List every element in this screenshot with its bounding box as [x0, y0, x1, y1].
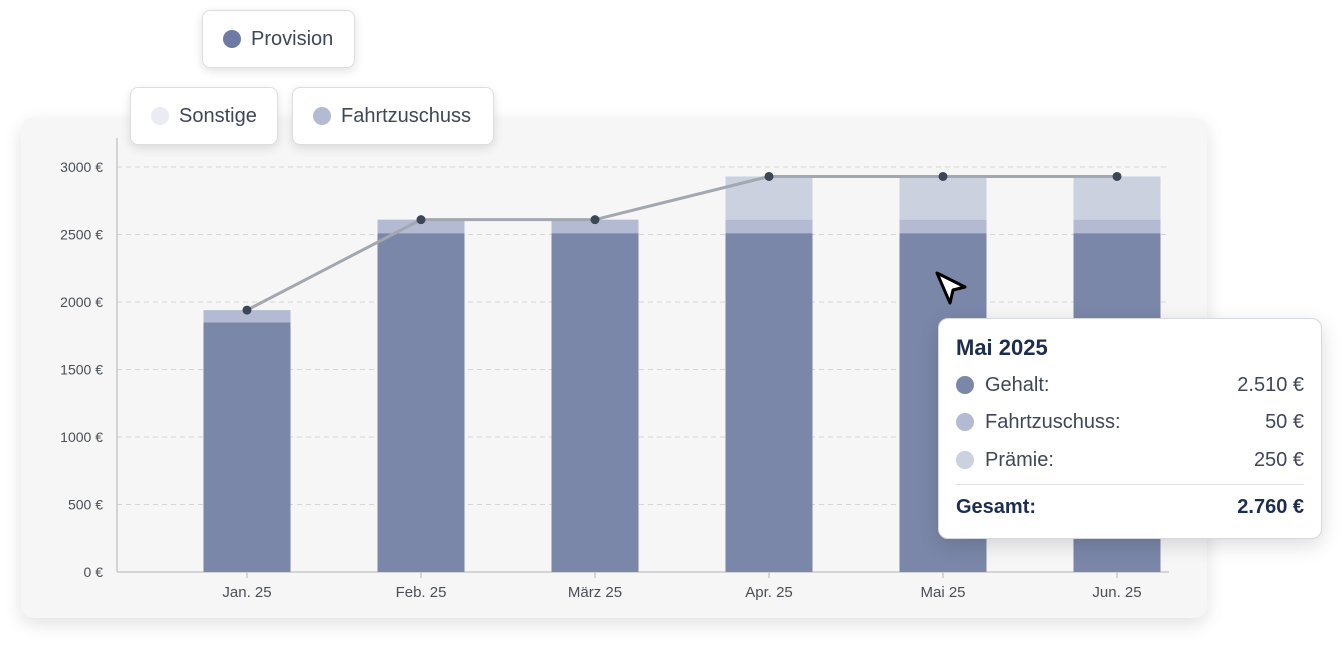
- chart-tooltip: Mai 2025 Gehalt: 2.510 € Fahrtzuschuss: …: [938, 318, 1322, 539]
- tooltip-dot-icon: [956, 451, 974, 469]
- line-point: [242, 305, 252, 315]
- tooltip-divider: [956, 484, 1304, 485]
- tooltip-row: Fahrtzuschuss: 50 €: [956, 409, 1304, 435]
- legend-label-sonstige: Sonstige: [179, 104, 257, 127]
- tooltip-total: Gesamt: 2.760 €: [956, 496, 1304, 519]
- x-tick-label: Jan. 25: [222, 584, 271, 601]
- tooltip-title: Mai 2025: [956, 335, 1048, 360]
- legend-dot-fahrtzuschuss-icon: [313, 107, 331, 125]
- pointer-arrow-icon: [935, 271, 967, 305]
- line-point: [1112, 171, 1122, 181]
- line-point: [590, 215, 600, 225]
- y-tick-label: 1000 €: [60, 429, 103, 445]
- legend-label-fahrtzuschuss: Fahrtzuschuss: [341, 104, 472, 127]
- y-tick-label: 1500 €: [60, 362, 103, 378]
- line-point: [764, 171, 774, 181]
- tooltip-total-value: 2.760 €: [1237, 496, 1304, 518]
- y-tick-label: 0 €: [84, 564, 104, 580]
- y-tick-label: 2000 €: [60, 294, 103, 310]
- bar-segment: [203, 322, 291, 572]
- tooltip-row-label: Fahrtzuschuss:: [985, 410, 1121, 433]
- legend-label-provision: Provision: [251, 27, 334, 50]
- tooltip-total-label: Gesamt:: [956, 496, 1037, 518]
- bar-segment: [551, 219, 639, 234]
- bar-segment: [203, 310, 291, 323]
- y-tick-label: 2500 €: [60, 227, 103, 243]
- tooltip-row-value: 50 €: [1265, 410, 1304, 433]
- bar-segment: [1073, 219, 1161, 234]
- tooltip-row-value: 250 €: [1253, 448, 1304, 471]
- bar-segment: [1073, 176, 1161, 220]
- legend-item-provision[interactable]: Provision: [202, 10, 355, 68]
- bar-segment: [551, 233, 639, 572]
- bar-segment: [899, 219, 987, 234]
- x-tick-label: Feb. 25: [396, 584, 447, 601]
- tooltip-row: Gehalt: 2.510 €: [956, 372, 1304, 398]
- legend-item-fahrtzuschuss[interactable]: Fahrtzuschuss: [292, 87, 494, 145]
- bar-segment: [725, 219, 813, 234]
- y-tick-label: 500 €: [68, 497, 103, 513]
- total-line: [246, 174, 1117, 312]
- tooltip-row-label: Prämie:: [985, 448, 1054, 471]
- bar-segment: [899, 176, 987, 220]
- tooltip-dot-icon: [956, 413, 974, 431]
- line-point: [938, 171, 948, 181]
- y-tick-label: 3000 €: [60, 159, 103, 175]
- legend-dot-provision-icon: [223, 30, 241, 48]
- tooltip-dot-icon: [956, 376, 974, 394]
- line-point: [416, 215, 426, 225]
- tooltip-row: Prämie: 250 €: [956, 447, 1304, 473]
- tooltip-row-value: 2.510 €: [1237, 373, 1304, 396]
- legend-item-sonstige[interactable]: Sonstige: [130, 87, 278, 145]
- legend-dot-sonstige-icon: [151, 107, 169, 125]
- bar-segment: [725, 233, 813, 572]
- tooltip-row-label: Gehalt:: [985, 373, 1050, 396]
- x-tick-label: Apr. 25: [745, 584, 793, 601]
- x-tick-label: März 25: [568, 584, 622, 601]
- x-tick-label: Mai 25: [920, 584, 965, 601]
- bar-segment: [377, 233, 465, 572]
- x-tick-label: Jun. 25: [1092, 584, 1141, 601]
